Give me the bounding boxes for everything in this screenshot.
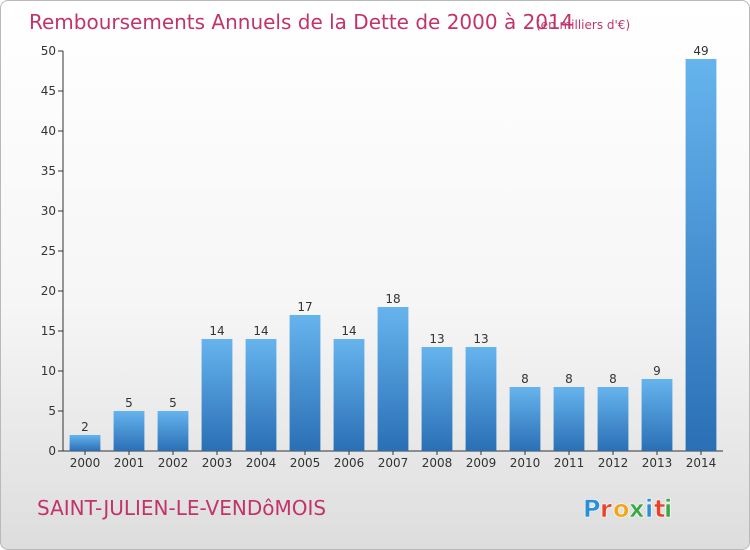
bar-value-label: 49 bbox=[693, 44, 708, 58]
bar bbox=[245, 339, 277, 451]
y-tick-label: 10 bbox=[41, 364, 56, 378]
bar-value-label: 5 bbox=[125, 396, 133, 410]
bar-value-label: 8 bbox=[609, 372, 617, 386]
bar-value-label: 17 bbox=[297, 300, 312, 314]
y-tick-label: 40 bbox=[41, 124, 56, 138]
bar bbox=[465, 347, 497, 451]
x-ticks: 2000 2001 2002 2003 2004 2005 2006 2007 2008 2009… bbox=[70, 451, 717, 470]
bar-value-label: 14 bbox=[341, 324, 356, 338]
x-tick-label: 2009 bbox=[466, 456, 497, 470]
bar bbox=[685, 59, 717, 451]
logo-letter: i bbox=[664, 495, 672, 523]
y-ticks: 0 5 10 15 20 25 30 35 40 45 50 bbox=[41, 44, 63, 458]
y-tick-label: 35 bbox=[41, 164, 56, 178]
x-tick-label: 2013 bbox=[642, 456, 673, 470]
bar bbox=[377, 307, 409, 451]
bar-value-label: 2 bbox=[81, 420, 89, 434]
bar bbox=[597, 387, 629, 451]
x-tick-label: 2012 bbox=[598, 456, 629, 470]
chart-title: Remboursements Annuels de la Dette de 20… bbox=[29, 10, 573, 34]
bar bbox=[553, 387, 585, 451]
chart-subtitle: (en milliers d'€) bbox=[536, 18, 630, 32]
logo-letter: r bbox=[600, 495, 612, 523]
bar-value-label: 5 bbox=[169, 396, 177, 410]
bar-value-label: 14 bbox=[253, 324, 268, 338]
bar bbox=[289, 315, 321, 451]
logo-letter: i bbox=[645, 495, 653, 523]
bar-value-label: 8 bbox=[521, 372, 529, 386]
bar bbox=[69, 435, 101, 451]
logo-letter: o bbox=[613, 495, 630, 523]
bar bbox=[421, 347, 453, 451]
bar bbox=[113, 411, 145, 451]
y-tick-label: 5 bbox=[48, 404, 56, 418]
x-tick-label: 2001 bbox=[114, 456, 145, 470]
bars: 2 5 5 14 14 17 14 18 13 13 8 8 8 9 49 bbox=[69, 44, 717, 451]
y-tick-label: 50 bbox=[41, 44, 56, 58]
y-tick-label: 20 bbox=[41, 284, 56, 298]
x-tick-label: 2000 bbox=[70, 456, 101, 470]
x-tick-label: 2005 bbox=[290, 456, 321, 470]
y-tick-label: 25 bbox=[41, 244, 56, 258]
y-tick-label: 30 bbox=[41, 204, 56, 218]
y-tick-label: 0 bbox=[48, 444, 56, 458]
bar-value-label: 14 bbox=[209, 324, 224, 338]
bar-value-label: 13 bbox=[429, 332, 444, 346]
bar bbox=[333, 339, 365, 451]
logo-letter: t bbox=[654, 495, 665, 523]
bar-value-label: 18 bbox=[385, 292, 400, 306]
x-tick-label: 2006 bbox=[334, 456, 365, 470]
bar bbox=[201, 339, 233, 451]
commune-name: SAINT-JULIEN-LE-VENDôMOIS bbox=[37, 496, 326, 520]
bar-value-label: 13 bbox=[473, 332, 488, 346]
x-tick-label: 2011 bbox=[554, 456, 585, 470]
x-tick-label: 2002 bbox=[158, 456, 189, 470]
bar bbox=[157, 411, 189, 451]
logo-letter: x bbox=[629, 495, 645, 523]
logo-letter: P bbox=[583, 495, 601, 523]
y-tick-label: 45 bbox=[41, 84, 56, 98]
x-tick-label: 2014 bbox=[686, 456, 717, 470]
bar bbox=[641, 379, 673, 451]
x-tick-label: 2007 bbox=[378, 456, 409, 470]
y-tick-label: 15 bbox=[41, 324, 56, 338]
x-tick-label: 2008 bbox=[422, 456, 453, 470]
x-tick-label: 2004 bbox=[246, 456, 277, 470]
x-tick-label: 2003 bbox=[202, 456, 233, 470]
x-tick-label: 2010 bbox=[510, 456, 541, 470]
bar-value-label: 8 bbox=[565, 372, 573, 386]
bar bbox=[509, 387, 541, 451]
bar-value-label: 9 bbox=[653, 364, 661, 378]
